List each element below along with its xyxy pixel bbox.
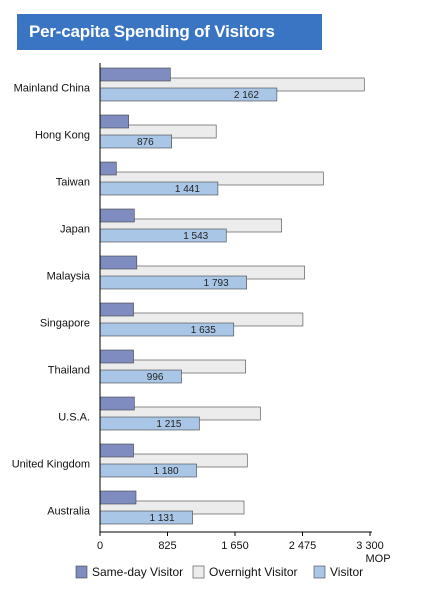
chart-title-banner: Per-capita Spending of Visitors: [17, 14, 322, 50]
bar-group-malaysia: 1 793: [99, 255, 305, 290]
data-label-japan: 1 543: [183, 231, 208, 242]
category-label-u-s-a: U.S.A.: [58, 412, 90, 424]
bar-visitor-thailand: [99, 369, 182, 384]
category-label-thailand: Thailand: [48, 365, 90, 377]
data-label-thailand: 996: [147, 372, 164, 383]
category-label-japan: Japan: [60, 224, 90, 236]
bar-group-hong-kong: 876: [99, 114, 217, 149]
bar-same-day-visitor-japan: [99, 208, 135, 223]
legend-swatch-same-day-visitor: [75, 565, 88, 579]
bar-same-day-visitor-singapore: [99, 302, 134, 317]
x-tick-label-1650: 1 650: [221, 540, 249, 552]
x-tick-label-3300: 3 300: [356, 540, 384, 552]
chart-title: Per-capita Spending of Visitors: [29, 22, 275, 41]
bar-group-japan: 1 543: [99, 208, 282, 243]
data-label-taiwan: 1 441: [175, 184, 200, 195]
category-label-australia: Australia: [47, 506, 91, 518]
bar-same-day-visitor-thailand: [99, 349, 134, 364]
legend-label-visitor: Visitor: [330, 565, 363, 579]
x-axis-unit: MOP: [365, 553, 390, 565]
axis-layer: Mainland China Hong Kong Taiwan Japan Malays…: [12, 63, 391, 565]
data-label-mainland-china: 2 162: [234, 90, 259, 101]
bar-visitor-taiwan: [99, 181, 219, 196]
data-label-malaysia: 1 793: [204, 278, 229, 289]
data-label-singapore: 1 635: [191, 325, 216, 336]
data-label-u-s-a: 1 215: [156, 419, 181, 430]
category-label-singapore: Singapore: [40, 318, 90, 330]
category-label-malaysia: Malaysia: [47, 271, 91, 283]
bar-visitor-hong-kong: [99, 134, 172, 149]
data-label-australia: 1 131: [150, 513, 175, 524]
bar-same-day-visitor-malaysia: [99, 255, 138, 270]
legend-swatch-visitor: [313, 565, 326, 579]
bar-same-day-visitor-taiwan: [99, 161, 117, 176]
bar-group-australia: 1 131: [99, 490, 245, 525]
bar-group-united-kingdom: 1 180: [99, 443, 248, 478]
legend-swatch-overnight-visitor: [192, 565, 205, 579]
bar-visitor-united-kingdom: [99, 463, 197, 478]
category-label-hong-kong: Hong Kong: [35, 130, 90, 142]
category-label-united-kingdom: United Kingdom: [12, 459, 90, 471]
data-label-united-kingdom: 1 180: [154, 466, 179, 477]
category-label-mainland-china: Mainland China: [14, 83, 91, 95]
legend-label-same-day-visitor: Same-day Visitor: [92, 565, 183, 579]
bar-same-day-visitor-mainland-china: [99, 67, 171, 82]
bar-same-day-visitor-hong-kong: [99, 114, 129, 129]
category-label-taiwan: Taiwan: [56, 177, 90, 189]
bar-group-u-s-a: 1 215: [99, 396, 261, 431]
bar-group-singapore: 1 635: [99, 302, 304, 337]
bar-visitor-u-s-a: [99, 416, 200, 431]
bar-same-day-visitor-australia: [99, 490, 137, 505]
bar-group-mainland-china: 2 162: [99, 67, 365, 102]
bar-visitor-australia: [99, 510, 193, 525]
legend-label-overnight-visitor: Overnight Visitor: [209, 565, 297, 579]
legend: Same-day Visitor Overnight Visitor Visitor: [75, 565, 363, 579]
bar-same-day-visitor-u-s-a: [99, 396, 135, 411]
bar-group-taiwan: 1 441: [99, 161, 324, 196]
bars-layer: 2 162 876 1 441 1 543 1 793 1 635 996 1 215 1 18…: [99, 67, 365, 525]
x-tick-label-825: 825: [158, 540, 176, 552]
x-tick-label-0: 0: [97, 540, 103, 552]
x-tick-label-2475: 2 475: [289, 540, 317, 552]
data-label-hong-kong: 876: [137, 137, 154, 148]
bar-same-day-visitor-united-kingdom: [99, 443, 134, 458]
bar-group-thailand: 996: [99, 349, 246, 384]
